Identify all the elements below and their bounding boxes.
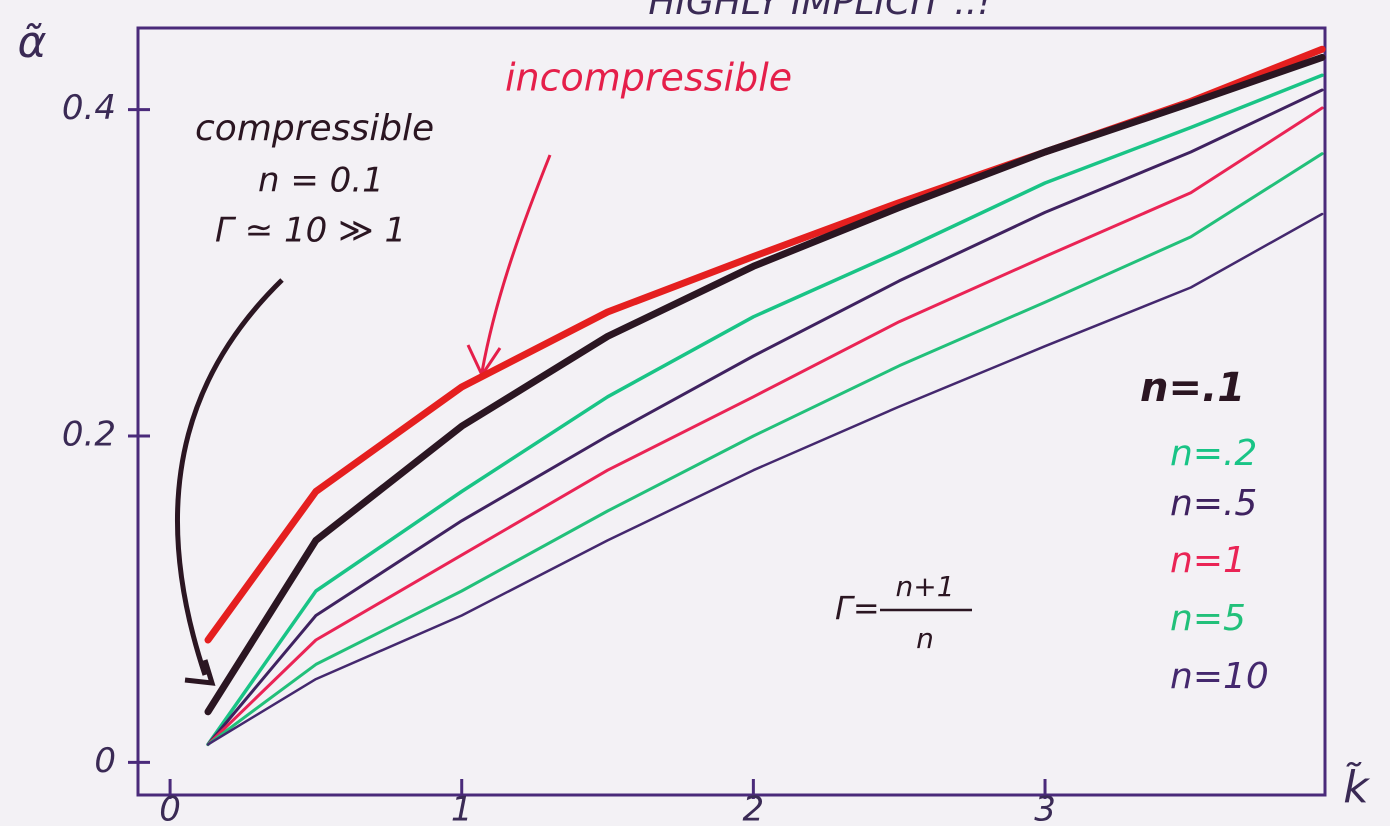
annotation: Γ ≃ 10 ≫ 1 [215, 211, 406, 251]
x-tick-label: 1 [451, 790, 473, 826]
legend-entry: n=.2 [1170, 433, 1257, 474]
chart-title: HIGHLY IMPLICIT ..! [648, 0, 991, 23]
legend-entry: n=.5 [1170, 483, 1257, 524]
arrow [175, 278, 284, 676]
formula-prefix: Γ= [835, 589, 880, 627]
arrow-head [184, 659, 216, 686]
series-line [206, 152, 1324, 746]
y-tick-label: 0.2 [62, 414, 116, 454]
series-line [206, 106, 1324, 746]
series-line [206, 73, 1324, 747]
y-tick-label: 0 [94, 741, 116, 781]
legend-entry: n=.1 [1140, 365, 1245, 411]
annotation: compressible [195, 108, 434, 149]
x-tick-label: 3 [1034, 790, 1056, 826]
legend-entry: n=1 [1170, 540, 1246, 581]
arrow [480, 154, 552, 373]
legend-entry: n=10 [1170, 656, 1269, 697]
formula-numerator: n+1 [895, 570, 954, 603]
annotation: n = 0.1 [258, 161, 384, 201]
y-axis-label: α̃ [17, 17, 46, 68]
plot-frame [136, 26, 1327, 797]
series-line [204, 53, 1326, 716]
legend-entry: n=5 [1170, 598, 1246, 639]
annotation: incompressible [505, 56, 792, 100]
series-line [206, 88, 1324, 746]
x-tick-label: 2 [743, 790, 765, 826]
series-line [206, 212, 1324, 746]
formula-denominator: n [916, 622, 934, 655]
x-axis-label: k̃ [1343, 760, 1370, 813]
y-tick-label: 0.4 [62, 88, 116, 128]
plot: 0 1 2 3 0 0.2 0.4 n=.1 n=.2 n=.5 n=1 n=5 n=10 [62, 45, 1326, 826]
x-tick-label: 0 [159, 790, 181, 826]
